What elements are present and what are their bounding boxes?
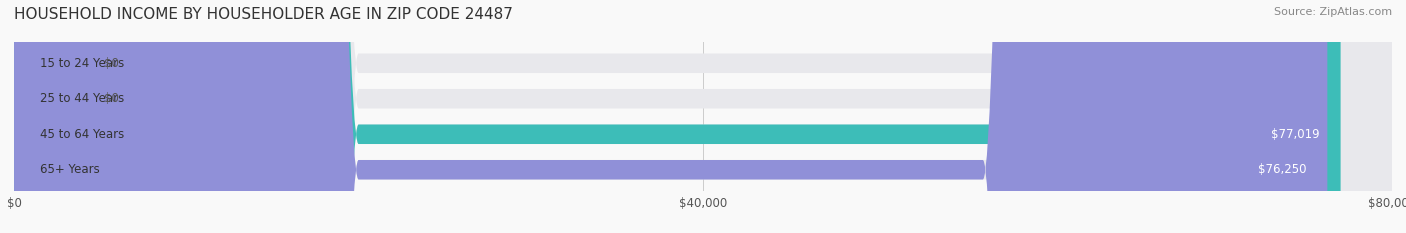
- Text: $0: $0: [104, 57, 118, 70]
- FancyBboxPatch shape: [14, 0, 1340, 233]
- Text: 45 to 64 Years: 45 to 64 Years: [39, 128, 124, 141]
- FancyBboxPatch shape: [14, 0, 1327, 233]
- Text: $0: $0: [104, 92, 118, 105]
- Text: 25 to 44 Years: 25 to 44 Years: [39, 92, 124, 105]
- Text: HOUSEHOLD INCOME BY HOUSEHOLDER AGE IN ZIP CODE 24487: HOUSEHOLD INCOME BY HOUSEHOLDER AGE IN Z…: [14, 7, 513, 22]
- FancyBboxPatch shape: [14, 0, 1392, 233]
- Text: 15 to 24 Years: 15 to 24 Years: [39, 57, 124, 70]
- Text: Source: ZipAtlas.com: Source: ZipAtlas.com: [1274, 7, 1392, 17]
- Text: $76,250: $76,250: [1258, 163, 1306, 176]
- Text: 65+ Years: 65+ Years: [39, 163, 100, 176]
- FancyBboxPatch shape: [14, 0, 1392, 233]
- FancyBboxPatch shape: [14, 0, 1392, 233]
- Text: $77,019: $77,019: [1271, 128, 1320, 141]
- FancyBboxPatch shape: [14, 0, 1392, 233]
